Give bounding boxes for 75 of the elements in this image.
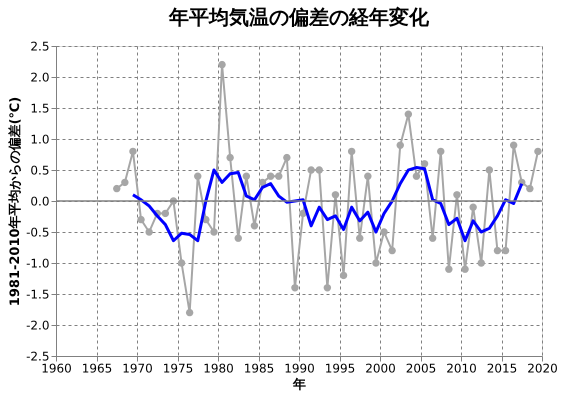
x-tick-label: 1975 (162, 362, 194, 376)
x-tick-label: 1995 (324, 362, 356, 376)
point (388, 246, 396, 254)
point (445, 266, 453, 273)
point (250, 222, 258, 230)
point (218, 60, 226, 68)
point (437, 148, 444, 156)
x-tick-label: 1990 (284, 362, 315, 376)
y-tick-label: -1.0 (26, 256, 50, 270)
point (486, 166, 494, 174)
point (275, 172, 282, 180)
point (283, 154, 291, 162)
y-tick-label: -1.5 (26, 288, 50, 302)
x-tick-label: 1970 (122, 362, 153, 376)
x-tick-label: 2005 (406, 362, 436, 376)
point (137, 216, 145, 224)
point (428, 234, 436, 242)
point (145, 228, 153, 236)
y-tick-label: -2.5 (26, 350, 50, 364)
point (396, 142, 404, 149)
point (258, 178, 266, 186)
x-tick-label: 1985 (244, 362, 274, 376)
x-axis-title: 年 (292, 378, 306, 392)
point (266, 172, 274, 180)
point (420, 160, 428, 168)
point (502, 246, 510, 254)
point (412, 172, 420, 180)
point (372, 259, 380, 267)
y-tick-label: -0.5 (26, 226, 50, 240)
point (364, 172, 372, 180)
point (380, 228, 388, 236)
y-tick-label: 0.0 (30, 194, 50, 208)
point (113, 184, 120, 192)
x-tick-label: 2010 (446, 362, 477, 376)
y-tick-label: 2.5 (30, 40, 50, 54)
point (356, 234, 364, 242)
point (340, 272, 348, 280)
point (478, 259, 485, 267)
point (307, 166, 315, 174)
point (162, 210, 170, 218)
point (186, 308, 194, 316)
x-tick-label: 1960 (41, 362, 72, 376)
point (234, 234, 242, 242)
y-tick-label: 1.5 (30, 102, 50, 116)
x-tick-label: 2000 (365, 362, 396, 376)
y-axis-title: 1981-2010年平均からの偏差(℃) (8, 96, 24, 306)
chart-title: 年平均気温の偏差の経年変化 (168, 5, 430, 29)
point (494, 246, 502, 254)
y-tick-label: 2.0 (30, 70, 50, 84)
point (453, 191, 461, 198)
point (210, 228, 218, 236)
x-tick-label: 1980 (203, 362, 234, 376)
point (461, 266, 469, 273)
point (242, 172, 250, 180)
point (291, 284, 299, 292)
point (510, 142, 518, 149)
point (178, 259, 186, 267)
point (526, 184, 534, 192)
point (348, 148, 356, 156)
point (332, 191, 340, 198)
point (194, 172, 202, 180)
point (324, 284, 332, 292)
point (534, 148, 542, 156)
y-tick-label: -2.0 (26, 318, 50, 332)
point (469, 204, 477, 211)
y-tick-label: 0.5 (30, 164, 50, 178)
point (129, 148, 137, 156)
point (404, 110, 412, 118)
x-tick-label: 2020 (527, 362, 558, 376)
point (316, 166, 323, 174)
x-tick-label: 1965 (82, 362, 112, 376)
x-tick-label: 2015 (486, 362, 518, 376)
point (121, 178, 129, 186)
y-tick-label: 1.0 (30, 132, 50, 146)
point (226, 154, 234, 162)
